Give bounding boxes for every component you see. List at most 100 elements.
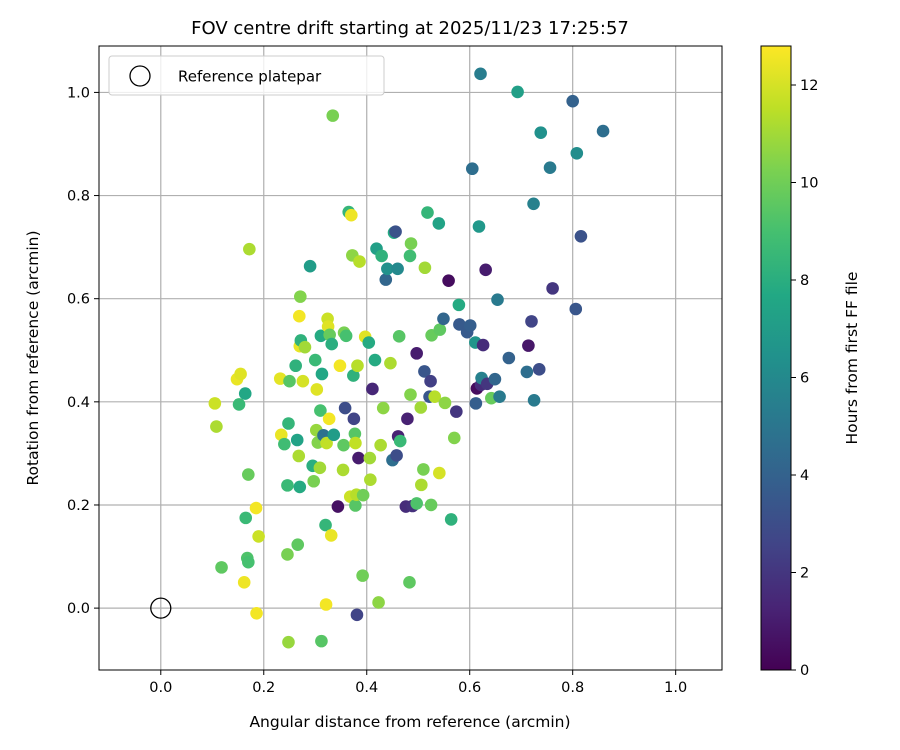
colorbar-label: Hours from first FF file (843, 272, 861, 445)
data-point (428, 390, 441, 403)
data-point (421, 206, 434, 219)
data-point (215, 561, 228, 574)
data-point (465, 162, 479, 176)
colorbar-tick-label: 12 (800, 78, 818, 94)
data-point (403, 576, 416, 589)
data-point (363, 451, 377, 465)
data-point (347, 369, 360, 382)
data-point (472, 220, 486, 233)
data-point (418, 365, 431, 378)
data-point (437, 312, 450, 326)
data-point (393, 434, 407, 448)
data-point (372, 596, 385, 609)
data-point (315, 634, 328, 648)
legend-box (108, 55, 385, 96)
data-point (442, 274, 455, 287)
reference-marker (150, 597, 172, 619)
data-point (401, 412, 414, 426)
data-point (511, 85, 524, 99)
data-point (232, 398, 246, 411)
data-point (376, 401, 390, 415)
x-tick-label: 0.0 (149, 680, 172, 696)
data-point (381, 262, 394, 276)
data-point (324, 529, 338, 542)
data-point (532, 363, 546, 376)
data-point (574, 229, 588, 243)
data-point (281, 548, 294, 561)
data-point (366, 382, 379, 396)
data-point (210, 420, 223, 433)
data-point (415, 478, 428, 492)
colorbar-tick-label: 6 (800, 371, 809, 387)
data-point (479, 263, 492, 277)
data-point (298, 340, 312, 354)
data-point (294, 290, 307, 303)
data-point (242, 468, 255, 481)
data-point (234, 367, 247, 381)
data-point (424, 498, 438, 512)
y-tick-label: 0.2 (67, 498, 90, 514)
data-point (476, 338, 490, 352)
colorbar-tick-label: 0 (800, 663, 809, 679)
data-point (326, 109, 340, 122)
x-tick-label: 0.4 (355, 680, 378, 696)
data-point (350, 608, 364, 622)
data-point (375, 249, 388, 263)
data-point (320, 436, 333, 450)
data-point (502, 351, 516, 365)
data-point (307, 474, 321, 488)
data-point (417, 463, 430, 476)
data-point (522, 339, 535, 352)
data-point (252, 530, 265, 543)
colorbar-tick-label: 8 (800, 273, 809, 289)
data-point (347, 412, 361, 426)
data-point (453, 318, 466, 331)
data-point (349, 499, 362, 512)
data-point (384, 356, 397, 370)
data-point (491, 293, 504, 307)
x-axis-label: Angular distance from reference (arcmin) (249, 713, 570, 731)
data-point (410, 497, 423, 510)
data-point (391, 262, 404, 276)
data-point (337, 438, 350, 452)
data-point (250, 606, 263, 620)
data-point (410, 347, 423, 360)
data-point (293, 480, 307, 494)
colorbar-tick-label: 10 (800, 176, 818, 192)
colorbar-tick-label: 4 (800, 468, 809, 484)
colorbar (760, 45, 792, 671)
data-point (238, 387, 252, 400)
y-tick-label: 0.4 (67, 395, 90, 411)
data-point (243, 242, 256, 256)
data-point (403, 249, 417, 263)
y-axis-label: Rotation from reference (arcmin) (24, 230, 42, 485)
x-tick-label: 0.8 (561, 680, 584, 696)
data-point (569, 302, 583, 316)
data-point (310, 383, 324, 396)
data-point (352, 451, 365, 465)
data-point (282, 417, 295, 430)
x-tick-label: 1.0 (664, 680, 687, 696)
data-point (315, 367, 329, 381)
data-point (327, 428, 341, 442)
data-point (379, 273, 393, 286)
data-point (404, 237, 418, 250)
data-point (339, 329, 353, 343)
x-tick-label: 0.2 (252, 680, 275, 696)
data-point (282, 635, 295, 649)
data-point (432, 217, 446, 230)
data-point (344, 208, 358, 222)
data-point (362, 336, 376, 349)
data-point (291, 538, 305, 551)
y-tick-label: 0.0 (67, 601, 90, 617)
data-point (520, 365, 534, 379)
data-point (444, 513, 458, 526)
data-point (322, 412, 336, 426)
legend: Reference platepar (108, 55, 385, 96)
data-point (242, 555, 255, 569)
data-point (543, 161, 557, 175)
data-point (336, 463, 350, 477)
data-point (493, 390, 506, 403)
data-point (463, 319, 477, 332)
